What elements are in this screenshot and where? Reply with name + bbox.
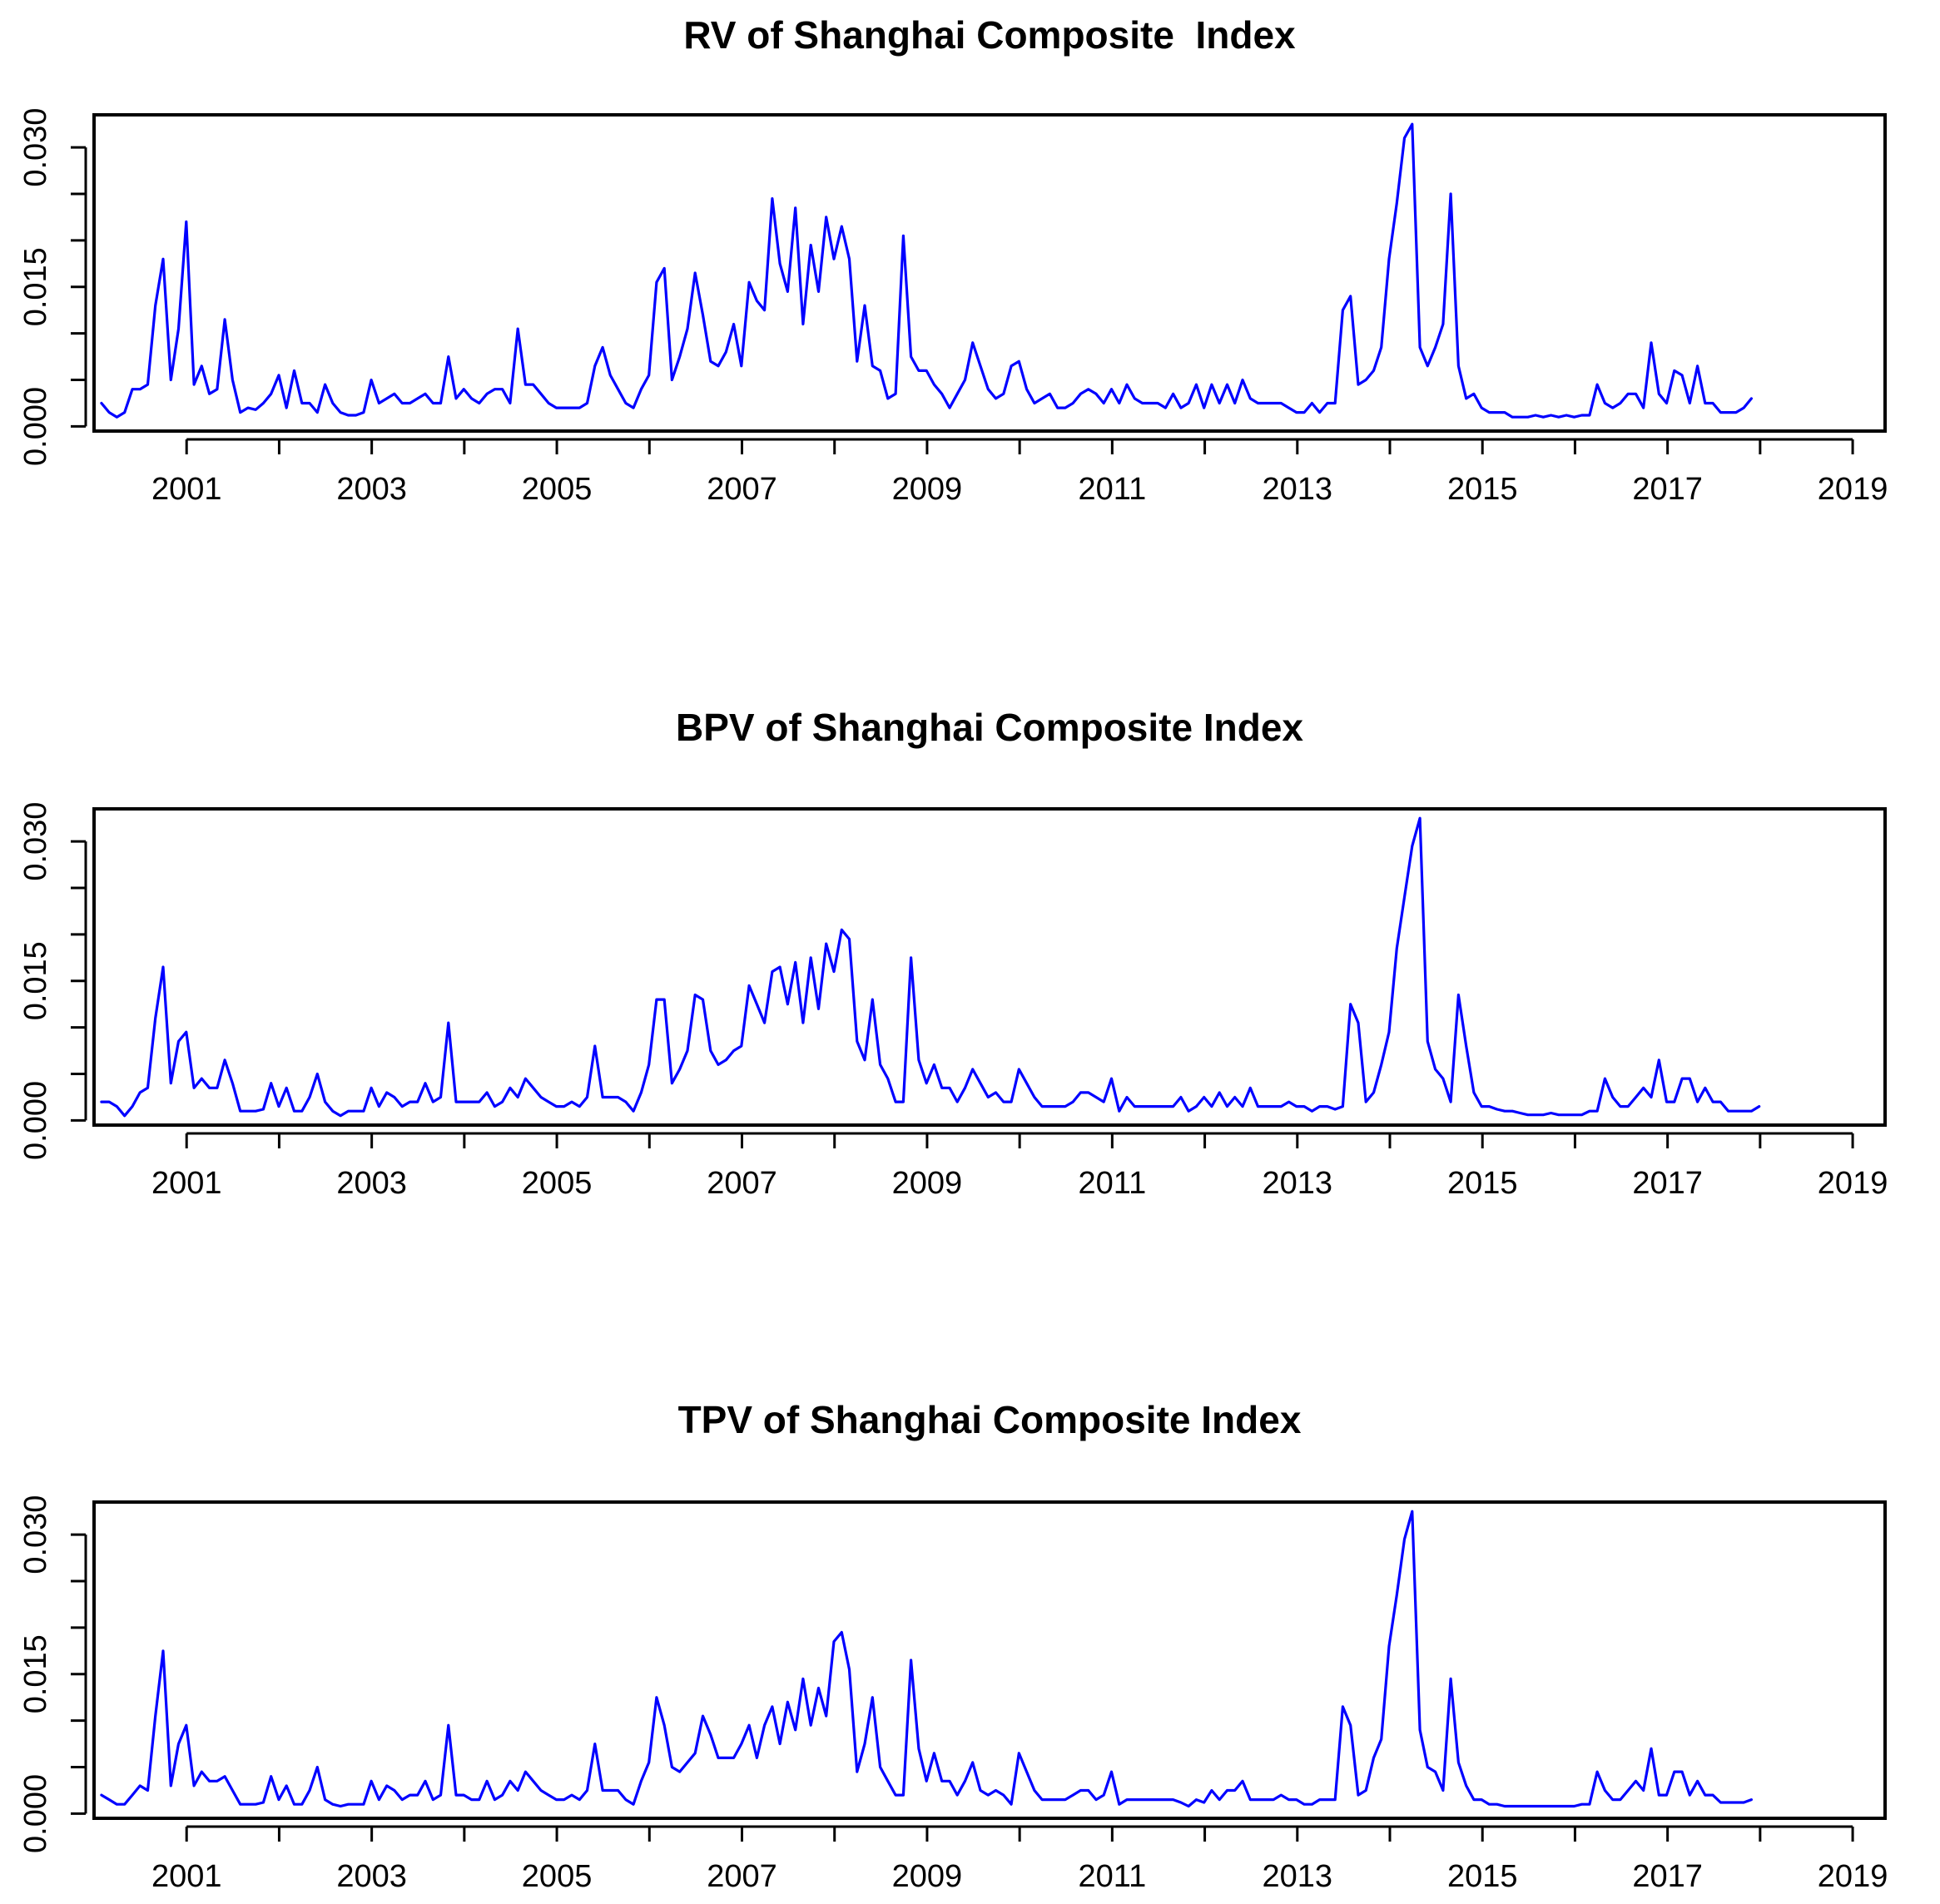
x-tick-label: 2001	[151, 1859, 222, 1894]
chart-title: RV of Shanghai Composite Index	[683, 13, 1296, 57]
x-tick-label: 2003	[336, 472, 407, 507]
x-tick-label: 2005	[522, 1859, 593, 1894]
x-tick-label: 2011	[1078, 1166, 1146, 1201]
x-tick-label: 2005	[522, 472, 593, 507]
x-tick-label: 2017	[1632, 1859, 1703, 1894]
x-tick-label: 2005	[522, 1166, 593, 1201]
y-tick-label: 0.015	[18, 1634, 53, 1713]
y-tick-label: 0.030	[18, 1495, 53, 1574]
x-tick-label: 2011	[1078, 1859, 1146, 1894]
y-tick-label: 0.000	[18, 1081, 53, 1160]
series-line-rv	[100, 122, 1753, 419]
y-tick-label: 0.015	[18, 941, 53, 1020]
x-tick-label: 2001	[151, 1166, 222, 1201]
x-tick-label: 2015	[1447, 472, 1518, 507]
x-tick-label: 2017	[1632, 472, 1703, 507]
series-line-tpv	[100, 1510, 1753, 1808]
x-tick-label: 2013	[1263, 472, 1333, 507]
plot-frame	[92, 1500, 1887, 1820]
x-tick-label: 2019	[1818, 1166, 1888, 1201]
x-tick-label: 2007	[707, 472, 777, 507]
x-tick-label: 2017	[1632, 1166, 1703, 1201]
series-line-bpv	[100, 816, 1761, 1118]
x-tick-label: 2003	[336, 1859, 407, 1894]
chart-panel-1: RV of Shanghai Composite Index 2001 2003 20…	[18, 13, 1888, 507]
x-tick-label: 2001	[151, 472, 222, 507]
chart-title: TPV of Shanghai Composite Index	[678, 1398, 1302, 1441]
x-tick-label: 2009	[892, 472, 963, 507]
x-tick-label: 2013	[1263, 1859, 1333, 1894]
plot-frame	[92, 113, 1887, 433]
x-tick-label: 2011	[1078, 472, 1146, 507]
y-tick-label: 0.015	[18, 247, 53, 326]
y-tick-label: 0.030	[18, 108, 53, 187]
chart-title: BPV of Shanghai Composite Index	[676, 706, 1303, 749]
x-tick-label: 2007	[707, 1166, 777, 1201]
chart-panel-2: BPV of Shanghai Composite Index 2001 2003 2…	[18, 706, 1888, 1201]
x-tick-label: 2009	[892, 1859, 963, 1894]
chart-panel-3: TPV of Shanghai Composite Index 2001 2003 2…	[18, 1398, 1888, 1894]
x-tick-label: 2015	[1447, 1166, 1518, 1201]
x-tick-label: 2009	[892, 1166, 963, 1201]
x-tick-label: 2007	[707, 1859, 777, 1894]
x-tick-label: 2013	[1263, 1166, 1333, 1201]
plot-frame	[92, 807, 1887, 1127]
x-tick-label: 2019	[1818, 1859, 1888, 1894]
y-tick-label: 0.000	[18, 1774, 53, 1853]
x-tick-label: 2003	[336, 1166, 407, 1201]
x-tick-label: 2015	[1447, 1859, 1518, 1894]
y-tick-label: 0.000	[18, 387, 53, 466]
y-tick-label: 0.030	[18, 802, 53, 881]
x-tick-label: 2019	[1818, 472, 1888, 507]
